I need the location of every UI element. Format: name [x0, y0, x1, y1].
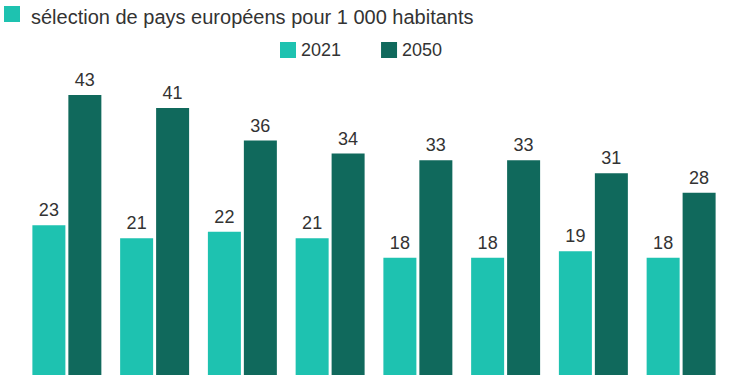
svg-text:2050: 2050 [402, 40, 442, 60]
svg-text:2021: 2021 [301, 40, 341, 60]
svg-text:43: 43 [75, 70, 95, 90]
svg-text:23: 23 [39, 200, 59, 220]
svg-text:sélection de pays européens po: sélection de pays européens pour 1 000 h… [31, 6, 474, 28]
svg-text:33: 33 [426, 135, 446, 155]
svg-text:22: 22 [214, 207, 234, 227]
svg-text:18: 18 [653, 233, 673, 253]
svg-text:34: 34 [338, 129, 358, 149]
svg-text:18: 18 [390, 233, 410, 253]
svg-text:31: 31 [601, 148, 621, 168]
svg-text:18: 18 [478, 233, 498, 253]
svg-text:41: 41 [163, 83, 183, 103]
svg-text:28: 28 [689, 168, 709, 188]
svg-text:33: 33 [514, 135, 534, 155]
svg-text:21: 21 [302, 213, 322, 233]
svg-text:19: 19 [565, 226, 585, 246]
svg-text:36: 36 [250, 116, 270, 136]
svg-text:21: 21 [127, 213, 147, 233]
